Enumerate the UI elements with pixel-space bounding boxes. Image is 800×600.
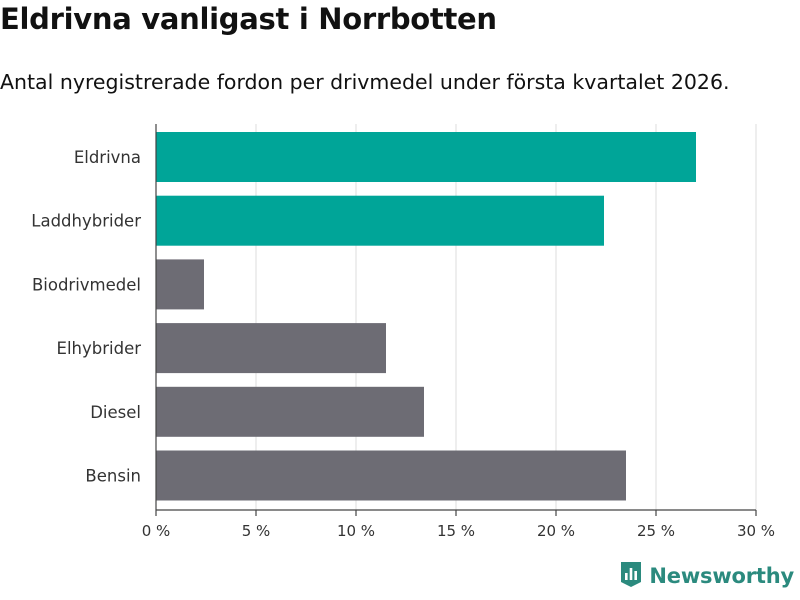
category-label: Laddhybrider: [31, 212, 141, 231]
brand-name: Newsworthy: [649, 564, 794, 588]
x-tick-label: 20 %: [537, 522, 575, 540]
category-labels: Eldrivna Laddhybrider Biodrivmedel Elhybrid…: [31, 148, 141, 486]
chart-subtitle: Antal nyregistrerade fordon per drivmede…: [0, 70, 730, 94]
bar-eldrivna: [156, 132, 696, 182]
x-axis: 0 % 5 % 10 % 15 % 20 % 25 % 30 %: [142, 124, 775, 540]
x-tick-label: 25 %: [637, 522, 675, 540]
bar-bensin: [156, 450, 626, 501]
category-label: Eldrivna: [74, 148, 141, 167]
category-label: Biodrivmedel: [32, 275, 141, 294]
gridlines: [255, 124, 757, 510]
x-tick-label: 30 %: [737, 522, 775, 540]
bar-laddhybrider: [156, 195, 604, 246]
brand-logo: Newsworthy: [619, 560, 794, 592]
chart-title: Eldrivna vanligast i Norrbotten: [0, 2, 497, 36]
bars: [156, 132, 696, 501]
x-tick-label: 10 %: [337, 522, 375, 540]
bar-elhybrider: [156, 323, 386, 374]
x-tick-label: 15 %: [437, 522, 475, 540]
category-label: Elhybrider: [57, 339, 142, 358]
category-label: Diesel: [90, 403, 141, 422]
x-tick-label: 5 %: [242, 522, 271, 540]
category-label: Bensin: [85, 467, 141, 486]
bar-biodrivmedel: [156, 259, 204, 310]
bar-diesel: [156, 386, 424, 437]
x-tick-label: 0 %: [142, 522, 171, 540]
bar-chart-logo-icon: [619, 560, 643, 592]
